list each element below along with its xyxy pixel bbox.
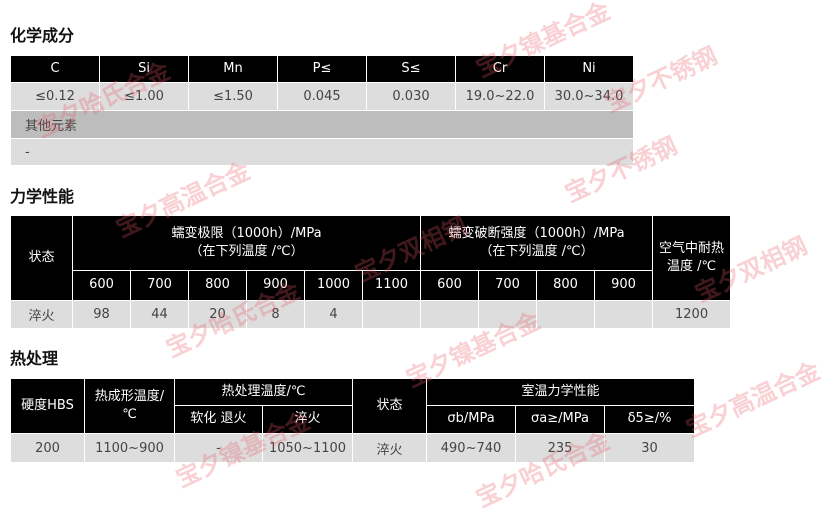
state-header: 状态	[352, 378, 428, 434]
limit-cell	[361, 300, 422, 329]
limit-cell: 8	[246, 300, 305, 329]
chemical-title: 化学成分	[10, 26, 75, 45]
soft-anneal-header: 软化 退火	[174, 405, 263, 434]
value-s: 0.030	[366, 82, 456, 111]
soft-anneal-cell: -	[174, 433, 263, 463]
header-s: S≤	[366, 55, 456, 83]
forming-cell: 1100~900	[84, 433, 175, 463]
state-header: 状态	[10, 215, 73, 301]
quench-header: 淬火	[261, 405, 354, 434]
limit-cell: 44	[130, 300, 189, 329]
header-cr: Cr	[455, 55, 545, 83]
limit-cell: 20	[188, 300, 247, 329]
temp-header: 900	[594, 270, 654, 301]
rupture-cell	[420, 300, 480, 329]
limit-cell: 4	[304, 300, 363, 329]
hardness-header: 硬度HBS	[10, 378, 85, 434]
room-temp-header: 室温力学性能	[426, 378, 696, 406]
header-c: C	[10, 55, 100, 83]
temp-header: 700	[130, 270, 189, 301]
value-c: ≤0.12	[10, 82, 100, 111]
heat-treatment-table: 硬度HBS 热成形温度/℃ 热处理温度/℃ 状态 室温力学性能 软化 退火 淬火…	[10, 378, 696, 463]
rupture-header: 蠕变破断强度（1000h）/MPa （在下列温度 /℃）	[420, 215, 654, 271]
rupture-cell	[594, 300, 654, 329]
delta5-cell: 30	[604, 433, 696, 463]
rupture-cell	[478, 300, 538, 329]
value-si: ≤1.00	[99, 82, 189, 111]
header-ni: Ni	[544, 55, 634, 83]
hardness-cell: 200	[10, 433, 85, 463]
state-cell: 淬火	[352, 433, 428, 463]
value-p: 0.045	[277, 82, 367, 111]
value-mn: ≤1.50	[188, 82, 278, 111]
sigma-a-header: σa≥/MPa	[515, 405, 606, 434]
heat-resistance-header: 空气中耐热温度 /℃	[652, 215, 732, 301]
header-si: Si	[99, 55, 189, 83]
other-elements-label: 其他元素	[10, 110, 634, 139]
treatment-header: 热处理温度/℃	[173, 378, 354, 406]
temp-header: 900	[246, 270, 305, 301]
header-p: P≤	[277, 55, 367, 83]
value-cr: 19.0~22.0	[455, 82, 545, 111]
heat-treatment-title: 热处理	[10, 349, 59, 368]
limit-cell: 98	[72, 300, 131, 329]
other-elements-value: -	[10, 138, 634, 166]
heat-resistance-cell: 1200	[652, 300, 732, 329]
temp-header: 700	[478, 270, 538, 301]
temp-header: 800	[188, 270, 247, 301]
value-ni: 30.0~34.0	[544, 82, 634, 111]
mechanical-title: 力学性能	[10, 187, 75, 206]
header-mn: Mn	[188, 55, 278, 83]
watermark: 宝夕高温合金	[681, 356, 825, 443]
sigma-a-cell: 235	[515, 433, 606, 463]
temp-header: 1100	[361, 270, 422, 301]
creep-limit-header: 蠕变极限（1000h）/MPa （在下列温度 /℃）	[71, 215, 422, 271]
temp-header: 600	[72, 270, 131, 301]
sigma-b-cell: 490~740	[426, 433, 517, 463]
state-cell: 淬火	[10, 300, 73, 329]
quench-cell: 1050~1100	[261, 433, 354, 463]
delta5-header: δ5≥/%	[604, 405, 696, 434]
temp-header: 1000	[304, 270, 363, 301]
forming-header: 热成形温度/℃	[84, 378, 175, 434]
temp-header: 600	[420, 270, 480, 301]
rupture-cell	[536, 300, 596, 329]
sigma-b-header: σb/MPa	[426, 405, 517, 434]
chemical-table: C Si Mn P≤ S≤ Cr Ni ≤0.12 ≤1.00 ≤1.50 0.…	[10, 55, 634, 166]
mechanical-table: 状态 蠕变极限（1000h）/MPa （在下列温度 /℃） 蠕变破断强度（1000…	[10, 215, 732, 329]
temp-header: 800	[536, 270, 596, 301]
